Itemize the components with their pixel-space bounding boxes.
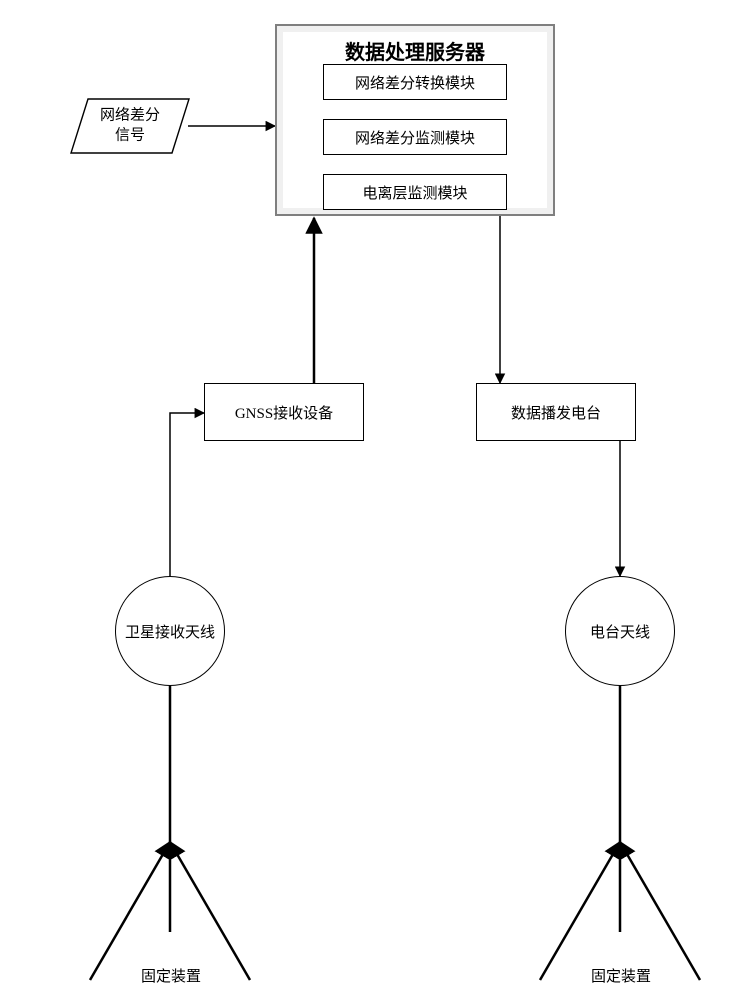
radio-box: 数据播发电台 — [476, 383, 636, 441]
signal-parallelogram: 网络差分 信号 — [70, 98, 190, 154]
signal-label-1: 网络差分 — [100, 108, 160, 124]
gnss-box: GNSS接收设备 — [204, 383, 364, 441]
sat-antenna-label: 卫星接收天线 — [125, 621, 215, 642]
gnss-label: GNSS接收设备 — [235, 402, 333, 423]
tripod2-leg-l — [540, 842, 620, 980]
module-diff-convert: 网络差分转换模块 — [323, 64, 507, 100]
module-ionosphere: 电离层监测模块 — [323, 174, 507, 210]
arrow-sat-gnss — [170, 413, 204, 576]
module-diff-monitor: 网络差分监测模块 — [323, 119, 507, 155]
fixture-2-caption: 固定装置 — [591, 965, 651, 986]
radio-antenna-circle: 电台天线 — [565, 576, 675, 686]
tripod1-leg-r — [170, 842, 250, 980]
server-title: 数据处理服务器 — [277, 36, 553, 65]
sat-antenna-circle: 卫星接收天线 — [115, 576, 225, 686]
tripod1-leg-l — [90, 842, 170, 980]
radio-antenna-label: 电台天线 — [590, 621, 650, 642]
module-ionosphere-label: 电离层监测模块 — [362, 182, 467, 203]
fixture-1-caption: 固定装置 — [141, 965, 201, 986]
signal-label-2: 信号 — [115, 127, 145, 143]
radio-label: 数据播发电台 — [511, 402, 601, 423]
tripod2-leg-r — [620, 842, 700, 980]
module-diff-convert-label: 网络差分转换模块 — [355, 72, 475, 93]
module-diff-monitor-label: 网络差分监测模块 — [355, 127, 475, 148]
